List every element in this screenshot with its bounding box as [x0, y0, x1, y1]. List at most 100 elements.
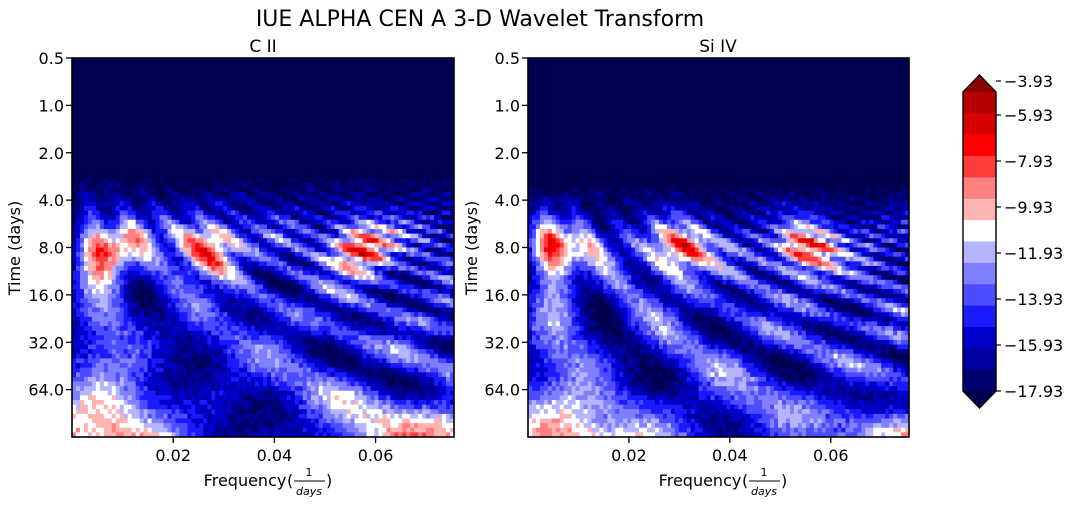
heatmap-cell: [438, 94, 443, 101]
heatmap-cell: [346, 201, 352, 207]
heatmap-cell: [354, 256, 360, 262]
heatmap-cell: [127, 118, 133, 124]
heatmap-cell: [314, 289, 320, 295]
heatmap-cell: [123, 182, 129, 189]
heatmap-cell: [330, 99, 336, 105]
heatmap-cell: [171, 242, 177, 249]
heatmap-cell: [235, 229, 240, 235]
heatmap-cell: [378, 62, 383, 68]
heatmap-cell: [294, 293, 300, 299]
heatmap-cell: [314, 279, 320, 286]
heatmap-cell: [418, 141, 423, 147]
heatmap-cell: [418, 127, 423, 133]
heatmap-cell: [107, 229, 113, 235]
heatmap-cell: [195, 187, 200, 193]
heatmap-cell: [175, 145, 181, 152]
heatmap-cell: [207, 270, 212, 276]
heatmap-cell: [298, 150, 304, 156]
heatmap-cell: [346, 164, 352, 170]
heatmap-cell: [79, 229, 85, 235]
heatmap-cell: [195, 215, 200, 221]
heatmap-cell: [207, 94, 212, 101]
heatmap-cell: [155, 293, 161, 299]
heatmap-cell: [406, 131, 411, 138]
heatmap-cell: [342, 62, 348, 68]
heatmap-cell: [394, 187, 399, 193]
heatmap-cell: [386, 173, 391, 179]
heatmap-cell: [326, 265, 332, 272]
heatmap-cell: [330, 178, 336, 184]
heatmap-cell: [127, 122, 133, 128]
heatmap-cell: [143, 284, 149, 290]
heatmap-cell: [266, 261, 272, 267]
heatmap-cell: [179, 205, 185, 212]
heatmap-cell: [270, 159, 276, 165]
heatmap-cell: [394, 201, 399, 207]
heatmap-cell: [438, 113, 443, 119]
heatmap-cell: [255, 131, 260, 138]
heatmap-cell: [151, 178, 157, 184]
heatmap-cell: [446, 238, 451, 244]
heatmap-cell: [107, 159, 113, 165]
heatmap-cell: [199, 284, 204, 290]
heatmap-cell: [386, 159, 391, 165]
heatmap-cell: [310, 229, 316, 235]
heatmap-cell: [330, 108, 336, 115]
heatmap-cell: [334, 289, 340, 295]
heatmap-cell: [139, 76, 145, 82]
heatmap-cell: [382, 122, 387, 128]
heatmap-cell: [191, 131, 196, 138]
heatmap-cell: [306, 270, 312, 276]
heatmap-cell: [382, 242, 387, 249]
heatmap-cell: [446, 71, 451, 78]
heatmap-cell: [167, 159, 173, 165]
heatmap-cell: [322, 85, 328, 91]
heatmap-cell: [195, 275, 200, 281]
heatmap-cell: [434, 94, 439, 101]
heatmap-cell: [374, 289, 379, 295]
heatmap-cell: [298, 122, 304, 128]
heatmap-cell: [430, 265, 435, 272]
heatmap-cell: [366, 215, 372, 221]
heatmap-cell: [282, 168, 288, 175]
heatmap-cell: [251, 192, 256, 198]
heatmap-cell: [147, 187, 153, 193]
heatmap-cell: [235, 85, 240, 91]
heatmap-cell: [406, 62, 411, 68]
heatmap-cell: [155, 108, 161, 115]
heatmap-cell: [255, 90, 260, 96]
heatmap-cell: [163, 187, 169, 193]
heatmap-cell: [434, 76, 439, 82]
heatmap-cell: [298, 210, 304, 216]
heatmap-cell: [167, 145, 173, 152]
heatmap-cell: [406, 173, 411, 179]
heatmap-cell: [111, 108, 117, 115]
heatmap-cell: [207, 127, 212, 133]
heatmap-cell: [199, 168, 204, 175]
heatmap-cell: [195, 238, 200, 244]
heatmap-cell: [334, 196, 340, 202]
heatmap-cell: [235, 289, 240, 295]
heatmap-cell: [318, 99, 324, 105]
heatmap-cell: [266, 113, 272, 119]
heatmap-cell: [394, 62, 399, 68]
heatmap-cell: [326, 155, 332, 161]
heatmap-cell: [255, 233, 260, 239]
heatmap-cell: [151, 145, 157, 152]
heatmap-cell: [155, 219, 161, 225]
heatmap-cell: [75, 284, 81, 290]
heatmap-cell: [386, 85, 391, 91]
heatmap-cell: [366, 131, 372, 138]
heatmap-cell: [330, 196, 336, 202]
heatmap-cell: [422, 85, 427, 91]
heatmap-cell: [274, 219, 280, 225]
heatmap-cell: [247, 201, 252, 207]
heatmap-cell: [219, 141, 224, 147]
heatmap-cell: [251, 145, 256, 152]
heatmap-cell: [410, 145, 415, 152]
heatmap-cell: [215, 192, 220, 198]
heatmap-cell: [450, 108, 454, 115]
heatmap-cell: [390, 187, 395, 193]
heatmap-cell: [394, 229, 399, 235]
heatmap-cell: [115, 71, 121, 78]
